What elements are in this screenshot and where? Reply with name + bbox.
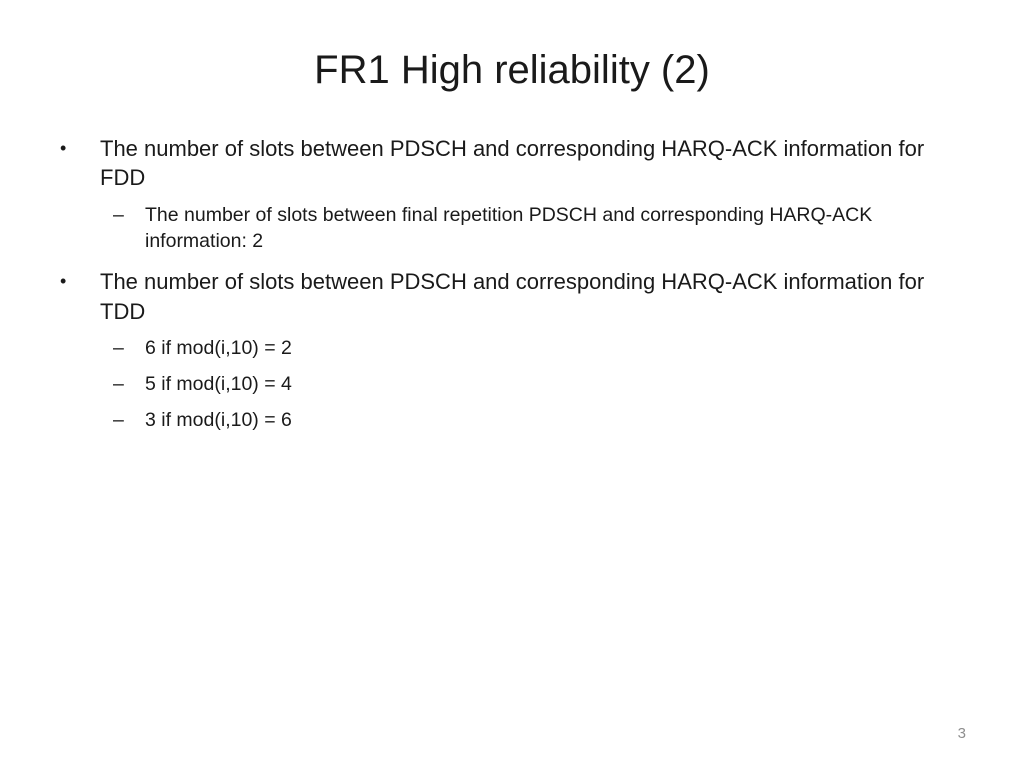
bullet-item: • The number of slots between PDSCH and …: [60, 134, 1024, 193]
slide-body: • The number of slots between PDSCH and …: [0, 134, 1024, 434]
sub-bullet-text: 6 if mod(i,10) = 2: [145, 336, 292, 359]
sub-bullet-text: 3 if mod(i,10) = 6: [145, 408, 292, 431]
sub-bullet-text: The number of slots between final repeti…: [145, 203, 873, 253]
bullet-text: The number of slots between PDSCH and co…: [100, 136, 925, 191]
bullet-text: The number of slots between PDSCH and co…: [100, 269, 925, 324]
sub-bullet-text: 5 if mod(i,10) = 4: [145, 372, 292, 395]
dash-marker-icon: –: [113, 336, 124, 359]
slide-title: FR1 High reliability (2): [314, 48, 710, 92]
bullet-marker-icon: •: [60, 271, 67, 292]
dash-marker-icon: –: [113, 203, 124, 226]
sub-bullet-item: – 5 if mod(i,10) = 4: [113, 371, 1024, 398]
page-number: 3: [957, 725, 966, 742]
sub-bullet-item: – The number of slots between final repe…: [113, 202, 1024, 256]
dash-marker-icon: –: [113, 372, 124, 395]
bullet-marker-icon: •: [60, 138, 67, 158]
sub-bullet-item: – 3 if mod(i,10) = 6: [113, 407, 1024, 434]
sub-bullet-group: – The number of slots between final repe…: [0, 202, 1024, 256]
bullet-item: • The number of slots between PDSCH and …: [60, 267, 1024, 326]
sub-bullet-item: – 6 if mod(i,10) = 2: [113, 335, 1024, 362]
dash-marker-icon: –: [113, 408, 124, 431]
sub-bullet-group: – 6 if mod(i,10) = 2 – 5 if mod(i,10) = …: [0, 335, 1024, 434]
